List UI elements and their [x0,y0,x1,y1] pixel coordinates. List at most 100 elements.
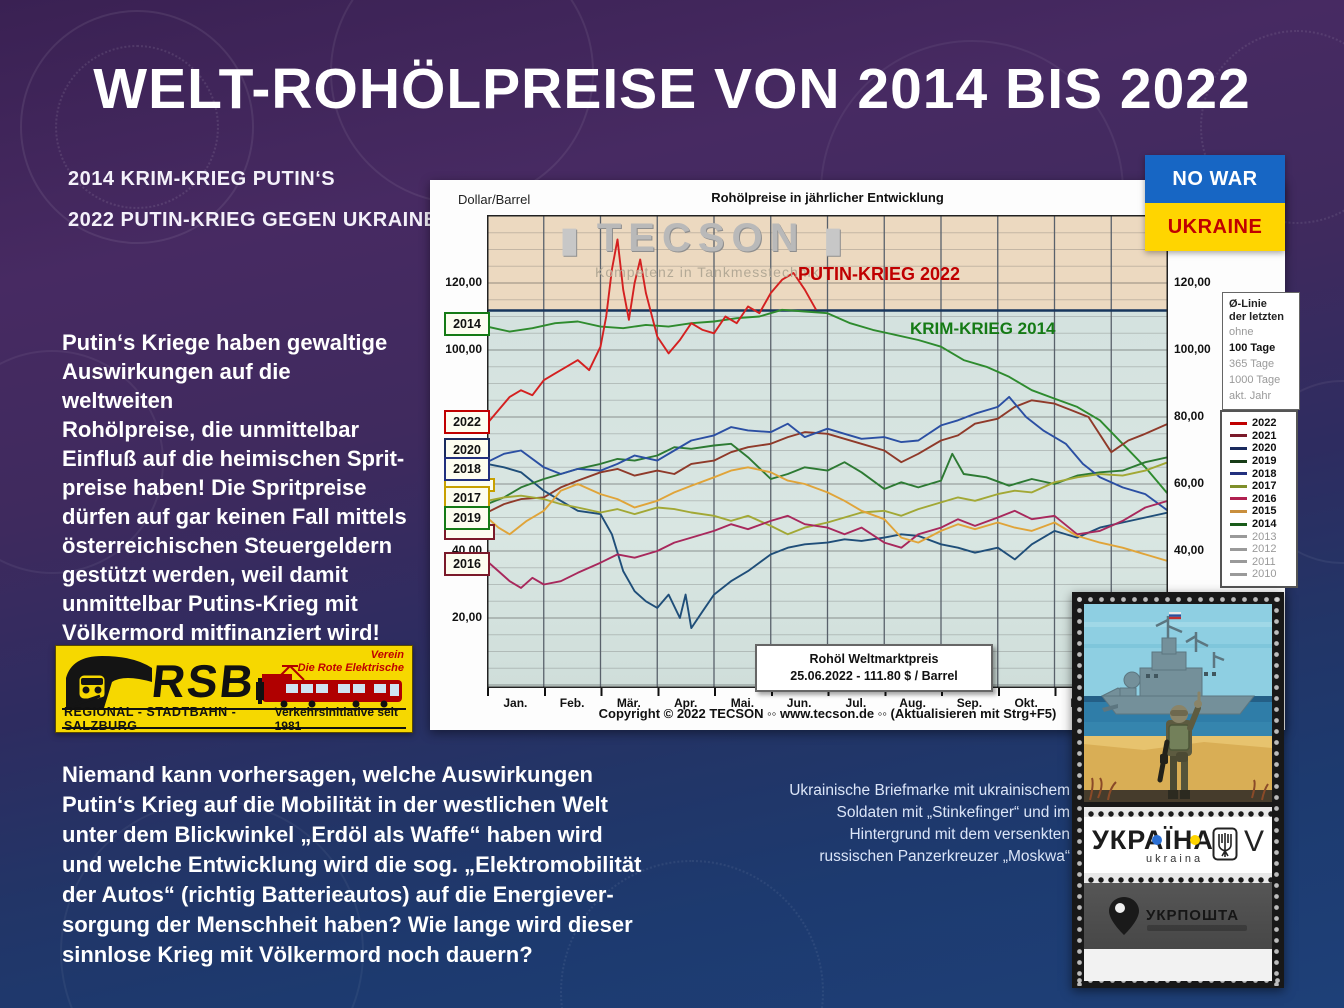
legend-label: 2014 [1252,518,1277,531]
price-box-value: 25.06.2022 - 111.80 $ / Barrel [790,669,958,683]
stamp-perforation [1271,594,1282,986]
yellow-dot [1190,835,1200,845]
month-label-Sep: Sep. [956,696,983,710]
legend-label: 2020 [1252,442,1277,455]
legend-item-2016[interactable]: 2016 [1226,493,1292,506]
legend-swatch [1230,484,1247,488]
avg-option-1000-Tage[interactable]: 1000 Tage [1229,374,1281,386]
legend-label: 2013 [1252,530,1277,543]
legend-item-2011[interactable]: 2011 [1226,556,1292,569]
ukrposhta-pin-icon [1109,897,1139,935]
legend-item-2013[interactable]: 2013 [1226,530,1292,543]
month-label-Jun: Jun. [786,696,812,710]
month-label-Jan: Jan. [503,696,528,710]
legend-label: 2012 [1252,543,1277,556]
legend-item-2014[interactable]: 2014 [1226,518,1292,531]
legend-label: 2015 [1252,505,1277,518]
rsb-banner: REGIONAL - STADTBAHN - SALZBURG Verkehrs… [62,705,406,733]
legend-item-2020[interactable]: 2020 [1226,442,1292,455]
series-line-2019 [487,442,1168,505]
month-label-Jul: Jul. [845,696,867,710]
avg-option-100-Tage[interactable]: 100 Tage [1229,342,1276,354]
series-line-2016 [487,499,1168,589]
legend-swatch [1230,560,1247,564]
stamp-perforation [1074,594,1085,986]
series-line-2021 [487,399,1168,514]
month-label-Aug: Aug. [899,696,926,710]
ukraine-label: UKRAINE [1145,203,1285,251]
legend-label: 2021 [1252,429,1277,442]
world-market-price-box: Rohöl Weltmarktpreis 25.06.2022 - 111.80… [755,644,993,692]
y-tick-label: 80,00 [1174,409,1205,423]
legend-swatch [1230,421,1247,425]
annotation-putin-krieg-2022: PUTIN-KRIEG 2022 [798,264,961,284]
legend-item-2012[interactable]: 2012 [1226,543,1292,556]
legend-swatch [1230,509,1247,513]
stamp-caption: Ukrainische Briefmarke mit ukrainischem … [789,782,1070,865]
stamp-country-band: УКРАЇНА ukraina V [1084,817,1272,873]
y-tick-label: 40,00 [1174,543,1205,557]
legend-item-2010[interactable]: 2010 [1226,568,1292,581]
subtitle-2014: 2014 KRIM-KRIEG PUTIN‘S [68,168,336,190]
y-axis-unit-label: Dollar/Barrel [458,192,531,207]
rsb-red-tram-icon [256,665,402,708]
legend-item-2022[interactable]: 2022 [1226,417,1292,430]
legend-label: 2019 [1252,455,1277,468]
ukrposhta-wordmark: УКРПОШТА [1146,907,1240,924]
no-war-ukraine-badge: NO WAR UKRAINE [1145,155,1285,251]
stamp-post-band: УКРПОШТА [1084,883,1272,949]
legend-item-2021[interactable]: 2021 [1226,430,1292,443]
legend-item-2017[interactable]: 2017 [1226,480,1292,493]
tecson-watermark-subtitle: Kompetenz in Tankmesstechnik [595,264,820,280]
chart-legend: 2022 2021 2020 2019 2018 2017 2016 2015 2014 2013… [1220,410,1298,588]
year-marker-2014: 2014 [444,312,490,336]
month-label-Mär: Mär. [616,696,641,710]
stamp-country-latin: ukraina [1146,853,1204,865]
price-lines-plot [487,215,1168,688]
y-tick-label: 20,00 [451,610,482,624]
year-marker-2016: 2016 [444,552,490,576]
series-line-2022 [487,238,817,425]
y-tick-label: 60,00 [1174,476,1205,490]
series-line-2015 [487,466,1168,563]
tecson-watermark: ▮ TECSON ▮ [560,216,843,260]
year-marker-2018: 2018 [444,457,490,481]
annotation-krim-krieg-2014: KRIM-KRIEG 2014 [910,319,1056,338]
legend-swatch [1230,472,1247,476]
legend-swatch [1230,446,1247,450]
chart-title: Rohölpreise in jährlicher Entwicklung [711,190,944,205]
subtitle-2022: 2022 PUTIN-KRIEG GEGEN UKRAINE [68,209,438,231]
y-tick-label: 120,00 [1174,275,1211,289]
year-marker-2019: 2019 [444,506,490,530]
legend-item-2019[interactable]: 2019 [1226,455,1292,468]
month-label-Apr: Apr. [673,696,698,710]
y-tick-label: 100,00 [445,342,482,356]
avg-option-ohne[interactable]: ohne [1229,326,1254,338]
month-label-Feb: Feb. [559,696,585,710]
month-label-Mai: Mai. [730,696,755,710]
y-tick-label: 120,00 [445,275,482,289]
legend-label: 2016 [1252,492,1277,505]
stamp-perforation-row [1084,807,1272,817]
y-tick-label: 100,00 [1174,342,1211,356]
legend-item-2018[interactable]: 2018 [1226,467,1292,480]
legend-label: 2022 [1252,417,1277,430]
stamp-perforation [1074,594,1282,605]
year-marker-2022: 2022 [444,410,490,434]
legend-label: 2010 [1252,568,1277,581]
legend-swatch [1230,497,1247,501]
page-title: WELT-ROHÖLPREISE VON 2014 BIS 2022 [93,57,1251,121]
rsb-banner-left: REGIONAL - STADTBAHN - SALZBURG [64,704,237,733]
stamp-bottom-strip [1084,949,1272,981]
avg-option-365-Tage[interactable]: 365 Tage [1229,358,1275,370]
legend-label: 2017 [1252,480,1277,493]
legend-swatch [1230,535,1247,539]
legend-label: 2011 [1252,555,1276,568]
legend-item-2015[interactable]: 2015 [1226,505,1292,518]
avg-option-akt--Jahr[interactable]: akt. Jahr [1229,390,1272,402]
legend-swatch [1230,434,1247,438]
series-line-2020 [487,462,1168,630]
stamp-perforation-row [1084,873,1272,883]
legend-swatch [1230,522,1247,526]
